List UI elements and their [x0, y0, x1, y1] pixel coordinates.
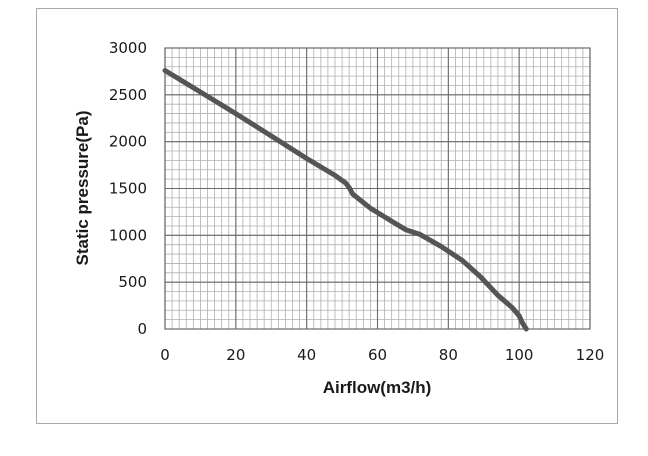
y-tick-label: 1500	[109, 180, 147, 198]
x-tick-label: 80	[439, 346, 458, 364]
y-tick-label: 500	[118, 273, 147, 291]
y-tick-label: 1000	[109, 226, 147, 244]
x-tick-label: 60	[368, 346, 387, 364]
y-tick-label: 0	[137, 320, 147, 338]
x-tick-label: 100	[505, 346, 534, 364]
y-tick-label: 2000	[109, 133, 147, 151]
series-layer	[162, 68, 529, 332]
x-tick-label: 0	[160, 346, 170, 364]
x-tick-label: 120	[576, 346, 605, 364]
tick-labels: 0 20 40 60 80 100 120 0 500 1000 1500 2000 2500 3000	[109, 39, 605, 364]
y-tick-label: 2500	[109, 86, 147, 104]
x-tick-label: 40	[297, 346, 316, 364]
chart-frame	[36, 8, 618, 424]
y-axis-title: Static pressure(Pa)	[73, 111, 92, 266]
y-tick-label: 3000	[109, 39, 147, 57]
plot-area-border	[164, 47, 591, 330]
pressure-curve	[162, 68, 529, 332]
major-grid	[164, 47, 591, 330]
x-axis-title: Airflow(m3/h)	[323, 378, 432, 397]
x-tick-label: 20	[226, 346, 245, 364]
